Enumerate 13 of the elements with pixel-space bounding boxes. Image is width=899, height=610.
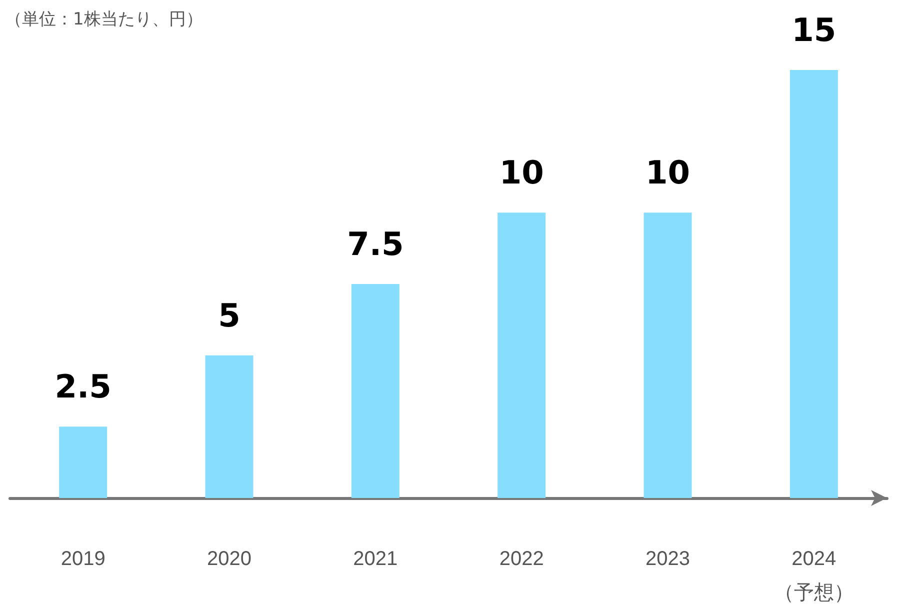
x-tick-label: 2021	[353, 548, 398, 570]
data-label: 7.5	[347, 225, 404, 263]
x-tick-label: 2022	[499, 548, 544, 570]
x-tick-label: 2023	[646, 548, 690, 570]
x-tick-label: 2020	[207, 548, 252, 570]
data-label: 5	[218, 296, 240, 334]
x-tick-label: 2019	[60, 548, 106, 570]
data-label: 2.5	[54, 368, 112, 406]
data-label: 10	[499, 154, 544, 192]
chart-title: （単位：1株当たり、円）	[5, 10, 203, 30]
data-label: 10	[645, 154, 690, 192]
x-tick-label: 2024 （予想）	[774, 548, 854, 604]
data-label: 15	[792, 11, 836, 49]
